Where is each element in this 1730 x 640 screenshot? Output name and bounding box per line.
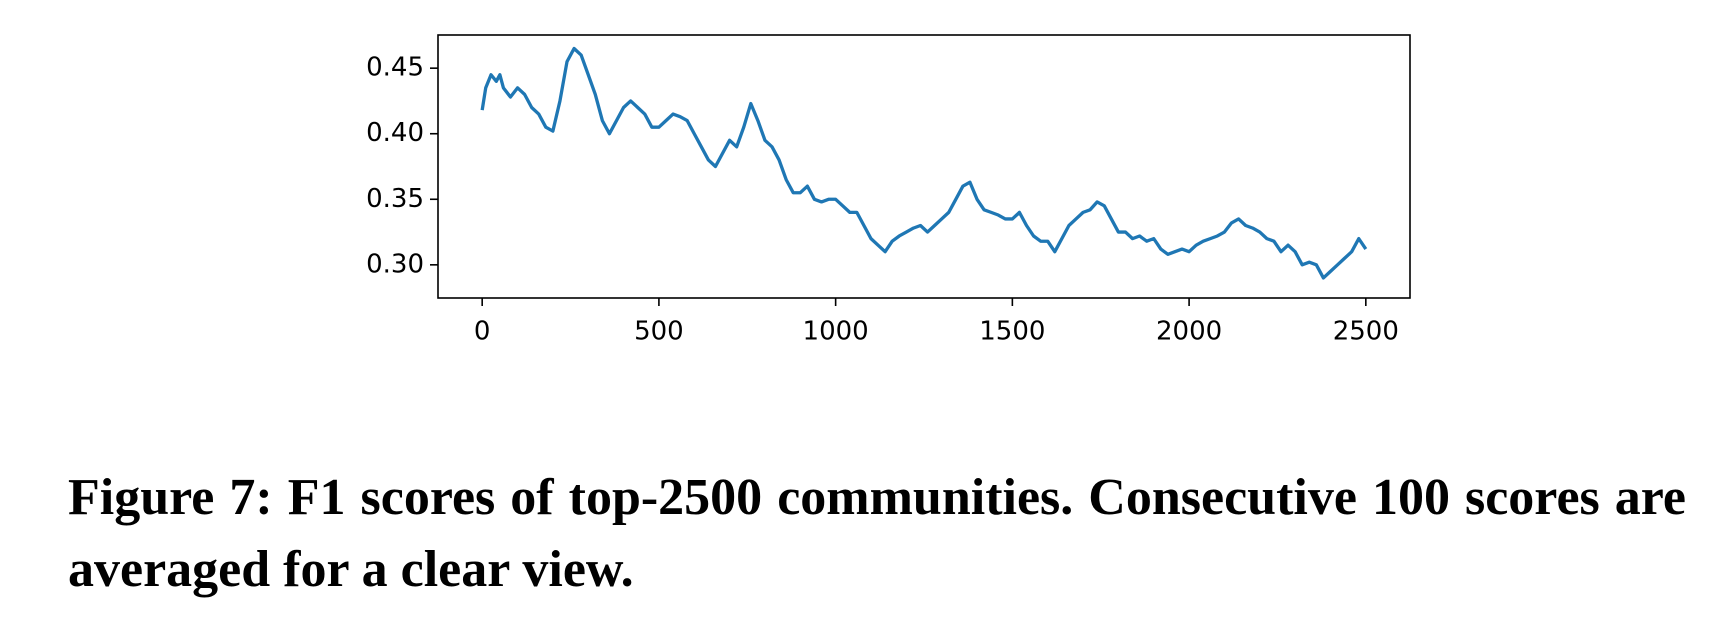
figure-caption: Figure 7: F1 scores of top-2500 communit… [68, 469, 1686, 598]
y-tick-label: 0.30 [366, 249, 424, 279]
x-tick-label: 1500 [979, 317, 1045, 347]
x-tick-label: 2000 [1156, 317, 1222, 347]
data-line [480, 46, 1368, 280]
x-tick-label: 500 [634, 317, 684, 347]
y-tick-label: 0.40 [366, 118, 424, 148]
chart: 0.30 0.35 0.40 0.45 0 500 1000 1500 2000 2500 [366, 34, 1411, 347]
x-tick-label: 2500 [1333, 317, 1399, 347]
x-tick-label: 1000 [803, 317, 869, 347]
plot-frame [437, 34, 1411, 299]
x-tick-label: 0 [474, 317, 491, 347]
y-tick-label: 0.35 [366, 184, 424, 214]
y-tick-label: 0.45 [366, 53, 424, 83]
